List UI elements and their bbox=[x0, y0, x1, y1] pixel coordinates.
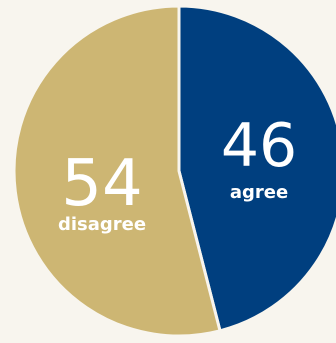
agree-category-label: agree bbox=[230, 182, 288, 203]
pie-slice-disagree bbox=[12, 4, 222, 338]
disagree-category-label: disagree bbox=[58, 214, 146, 235]
pie-slice-agree bbox=[177, 4, 336, 333]
disagree-value-label: 54 bbox=[61, 147, 142, 221]
agree-value-label: 46 bbox=[221, 111, 297, 181]
pie-slices bbox=[12, 4, 336, 338]
